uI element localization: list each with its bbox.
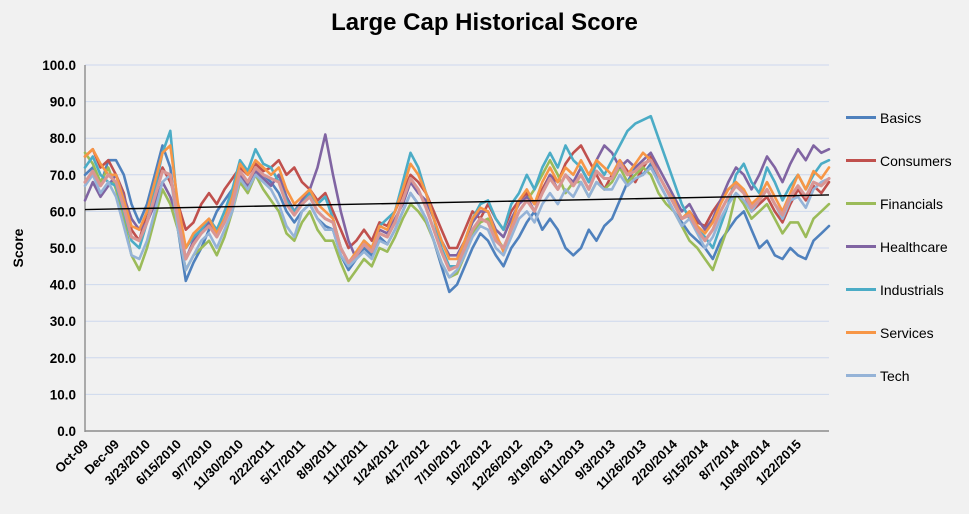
legend-swatch-services [846, 331, 876, 334]
series-line-industrials [83, 114, 831, 268]
legend-label: Healthcare [880, 238, 948, 255]
legend-swatch-tech [846, 374, 876, 377]
legend-label: Financials [880, 195, 944, 212]
series-line-consumers [83, 144, 831, 250]
y-tick-label: 40.0 [50, 278, 76, 293]
y-tick-label: 20.0 [50, 351, 76, 366]
legend-swatch-healthcare [846, 245, 876, 248]
legend-label: Services [880, 324, 934, 341]
legend-swatch-industrials [846, 288, 876, 291]
y-tick-label: 90.0 [50, 95, 76, 110]
legend-item-industrials[interactable]: Industrials [846, 268, 968, 311]
legend-label: Consumers [880, 152, 952, 169]
y-tick-label: 30.0 [50, 314, 76, 329]
legend-item-consumers[interactable]: Consumers [846, 139, 968, 182]
legend-item-tech[interactable]: Tech [846, 354, 968, 397]
y-tick-label: 50.0 [50, 241, 76, 256]
chart-title: Large Cap Historical Score [331, 9, 638, 36]
series-line-healthcare [83, 133, 831, 261]
series-line-financials [83, 151, 831, 283]
series-line-services [83, 144, 831, 264]
series-line-tech [83, 166, 831, 279]
series-line-unlabeled [83, 158, 831, 272]
legend-item-basics[interactable]: Basics [846, 96, 968, 139]
legend-item-financials[interactable]: Financials [846, 182, 968, 225]
y-tick-label: 80.0 [50, 131, 76, 146]
legend: Basics Consumers Financials Healthcare Indus… [846, 96, 968, 397]
y-tick-label: 70.0 [50, 168, 76, 183]
legend-item-healthcare[interactable]: Healthcare [846, 225, 968, 268]
legend-label: Basics [880, 109, 922, 126]
legend-swatch-financials [846, 202, 876, 205]
y-tick-label: 0.0 [57, 424, 76, 439]
legend-label: Tech [880, 367, 910, 384]
legend-item-services[interactable]: Services [846, 311, 968, 354]
legend-swatch-consumers [846, 159, 876, 162]
y-tick-label: 100.0 [42, 58, 76, 73]
y-tick-label: 10.0 [50, 387, 76, 402]
trendline [84, 194, 830, 211]
legend-swatch-basics [846, 116, 876, 119]
y-tick-label: 60.0 [50, 204, 76, 219]
legend-label: Industrials [880, 281, 944, 298]
